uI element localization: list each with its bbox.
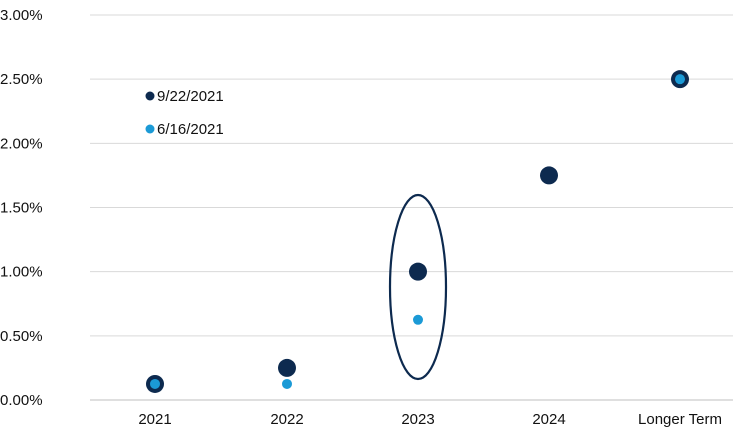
x-tick-label: 2021: [138, 411, 171, 428]
y-tick-label: 0.50%: [0, 328, 43, 345]
x-axis-tick-labels: 2021 2022 2023 2024 Longer Term: [138, 411, 722, 428]
legend-marker: [145, 91, 155, 101]
data-point-series-1: [540, 166, 558, 185]
legend: 9/22/2021 6/16/2021: [145, 88, 224, 138]
x-tick-label: 2024: [532, 411, 565, 428]
data-point-series-2: [675, 74, 685, 85]
legend-label: 9/22/2021: [157, 88, 224, 105]
data-point-series-2: [150, 378, 160, 389]
y-tick-label: 2.50%: [0, 71, 43, 88]
y-tick-label: 3.00%: [0, 7, 43, 24]
x-tick-label: 2022: [270, 411, 303, 428]
data-point-series-2: [282, 378, 292, 389]
legend-marker: [145, 124, 155, 134]
data-point-series-2: [413, 314, 423, 325]
x-tick-label: 2023: [401, 411, 434, 428]
x-tick-label: Longer Term: [638, 411, 722, 428]
highlight-annotations: [388, 193, 448, 381]
y-axis-tick-labels: 0.00% 0.50% 1.00% 1.50% 2.00% 2.50% 3.00%: [0, 7, 43, 409]
y-tick-label: 0.00%: [0, 392, 43, 409]
data-points: [146, 70, 689, 393]
y-tick-label: 2.00%: [0, 135, 43, 152]
y-tick-label: 1.00%: [0, 264, 43, 281]
data-point-series-1: [278, 358, 296, 377]
data-point-series-1: [409, 262, 427, 281]
legend-label: 6/16/2021: [157, 121, 224, 138]
highlight-ellipse: [388, 193, 448, 381]
y-tick-label: 1.50%: [0, 200, 43, 217]
gridlines: [90, 14, 733, 401]
